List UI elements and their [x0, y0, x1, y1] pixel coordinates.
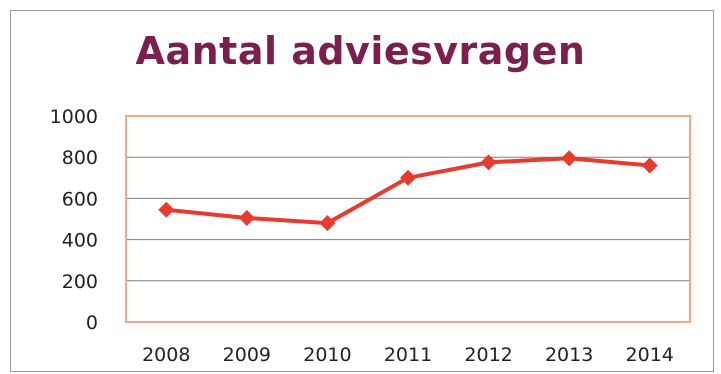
- data-point-marker: [319, 215, 336, 232]
- x-tick-label: 2013: [545, 344, 593, 366]
- y-tick-label: 800: [62, 147, 98, 169]
- plot-area-border: [125, 115, 691, 323]
- data-point-marker: [641, 157, 658, 174]
- data-point-marker: [238, 209, 255, 226]
- x-tick-label: 2008: [142, 344, 190, 366]
- x-tick-label: 2011: [384, 344, 432, 366]
- chart-frame: [10, 10, 714, 372]
- data-point-marker: [400, 169, 416, 186]
- y-tick-label: 1000: [50, 106, 98, 128]
- x-tick-label: 2009: [223, 344, 271, 366]
- gridlines: [126, 156, 690, 282]
- y-tick-label: 600: [62, 188, 98, 210]
- y-tick-label: 0: [86, 312, 98, 334]
- series-line: [166, 156, 650, 226]
- x-tick-label: 2012: [464, 344, 512, 366]
- y-tick-label: 200: [62, 271, 98, 293]
- x-tick-label: 2014: [626, 344, 674, 366]
- series-layer: [158, 150, 658, 232]
- chart-title: Aantal adviesvragen: [135, 29, 586, 73]
- data-point-marker: [561, 150, 578, 167]
- x-axis-tick-labels: 2008 2009 2010 2011 2012 2013 2014: [142, 344, 674, 366]
- data-point-marker: [158, 201, 175, 218]
- data-point-marker: [480, 154, 497, 171]
- y-axis-tick-labels: 0 200 400 600 800 1000: [50, 106, 98, 334]
- x-tick-label: 2010: [303, 344, 351, 366]
- y-tick-label: 400: [62, 230, 98, 252]
